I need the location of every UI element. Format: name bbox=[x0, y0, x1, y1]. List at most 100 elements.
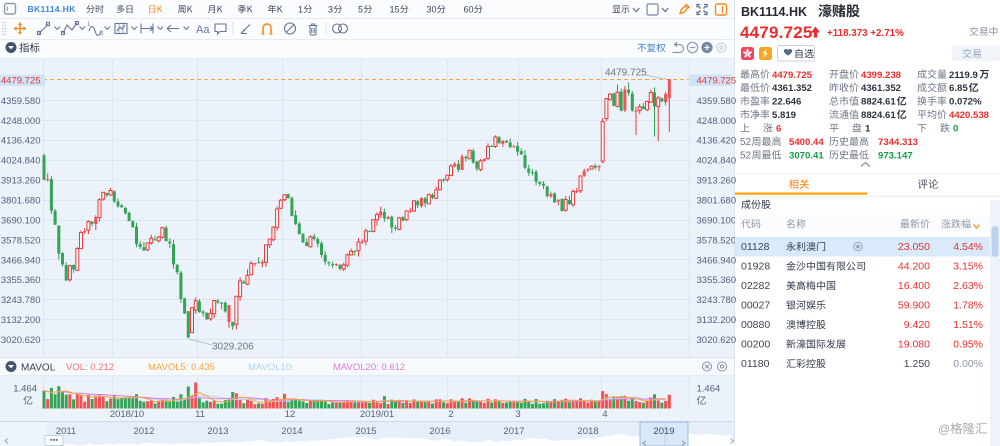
svg-text:4361.352: 4361.352 bbox=[861, 83, 901, 94]
svg-text:4479.725: 4479.725 bbox=[605, 68, 647, 79]
svg-text:4248.000: 4248.000 bbox=[697, 116, 737, 127]
svg-text:2018: 2018 bbox=[577, 426, 598, 437]
svg-text:2019: 2019 bbox=[653, 426, 674, 437]
svg-text:1.51%: 1.51% bbox=[953, 319, 983, 331]
svg-text:3020.620: 3020.620 bbox=[697, 335, 737, 346]
svg-text:9.420: 9.420 bbox=[904, 319, 930, 331]
svg-text:23.050: 23.050 bbox=[898, 241, 930, 253]
svg-text:3: 3 bbox=[100, 31, 104, 37]
svg-text:3070.41: 3070.41 bbox=[789, 151, 824, 162]
svg-text:MAVOL5: 0.435: MAVOL5: 0.435 bbox=[148, 362, 215, 373]
svg-text:4420.538: 4420.538 bbox=[949, 110, 990, 121]
svg-text:3.15%: 3.15% bbox=[953, 261, 983, 273]
svg-text:•••: ••• bbox=[50, 436, 59, 445]
svg-text:3913.260: 3913.260 bbox=[697, 176, 737, 187]
svg-text:4.54%: 4.54% bbox=[953, 241, 983, 253]
svg-text:52: 52 bbox=[740, 151, 752, 162]
svg-text:VOL: 0.212: VOL: 0.212 bbox=[66, 362, 114, 373]
svg-text:3466.940: 3466.940 bbox=[697, 255, 737, 266]
svg-text:3243.780: 3243.780 bbox=[697, 295, 737, 306]
svg-text:2015: 2015 bbox=[355, 426, 376, 437]
svg-text:3801.680: 3801.680 bbox=[697, 196, 737, 207]
svg-text:01928: 01928 bbox=[741, 261, 770, 273]
svg-text:12: 12 bbox=[285, 409, 296, 420]
svg-text:2.63%: 2.63% bbox=[953, 280, 983, 292]
svg-text:4024.840: 4024.840 bbox=[697, 156, 737, 167]
svg-text:3132.200: 3132.200 bbox=[697, 315, 737, 326]
svg-text:44.200: 44.200 bbox=[898, 261, 930, 273]
svg-text:2013: 2013 bbox=[207, 426, 228, 437]
svg-text:1.250: 1.250 bbox=[904, 358, 930, 370]
svg-text:0.95%: 0.95% bbox=[953, 339, 983, 351]
svg-text:1: 1 bbox=[87, 22, 91, 28]
svg-text:02282: 02282 bbox=[741, 280, 770, 292]
svg-text:MAVOL10:: MAVOL10: bbox=[248, 362, 294, 373]
svg-text:3243.780: 3243.780 bbox=[1, 295, 41, 306]
svg-text:BK1114.HK: BK1114.HK bbox=[28, 4, 77, 14]
svg-text:2016: 2016 bbox=[429, 426, 450, 437]
svg-text:3: 3 bbox=[328, 4, 333, 14]
svg-text:3466.940: 3466.940 bbox=[1, 255, 41, 266]
svg-text:1.464: 1.464 bbox=[697, 384, 721, 395]
svg-text:3: 3 bbox=[515, 409, 520, 420]
svg-text:1.464: 1.464 bbox=[13, 384, 37, 395]
svg-text:4359.580: 4359.580 bbox=[1, 96, 41, 107]
svg-text:4136.420: 4136.420 bbox=[1, 136, 41, 147]
svg-text:19.080: 19.080 bbox=[898, 339, 930, 351]
svg-text:3690.100: 3690.100 bbox=[1, 215, 41, 226]
svg-text:00027: 00027 bbox=[741, 300, 770, 312]
svg-text:4: 4 bbox=[602, 409, 607, 420]
svg-text:4024.840: 4024.840 bbox=[1, 156, 41, 167]
svg-text:1.78%: 1.78% bbox=[953, 300, 983, 312]
svg-text:1: 1 bbox=[865, 124, 871, 135]
svg-text:3029.206: 3029.206 bbox=[212, 342, 254, 353]
svg-text:4248.000: 4248.000 bbox=[1, 116, 41, 127]
svg-text:15: 15 bbox=[389, 4, 399, 14]
svg-text:4399.238: 4399.238 bbox=[861, 70, 902, 81]
svg-text:BK1114.HK: BK1114.HK bbox=[741, 5, 807, 19]
svg-text:01180: 01180 bbox=[741, 358, 770, 370]
svg-text:1: 1 bbox=[298, 4, 303, 14]
svg-text:5.819: 5.819 bbox=[772, 110, 796, 121]
svg-text:2011: 2011 bbox=[56, 426, 76, 437]
svg-text:8824.61: 8824.61 bbox=[861, 110, 896, 121]
svg-text:0.00%: 0.00% bbox=[953, 358, 983, 370]
svg-text:3020.620: 3020.620 bbox=[1, 335, 41, 346]
svg-text:MAVOL: MAVOL bbox=[21, 363, 56, 374]
svg-text:6.85: 6.85 bbox=[949, 83, 968, 94]
svg-text:3132.200: 3132.200 bbox=[1, 315, 41, 326]
svg-text:4136.420: 4136.420 bbox=[697, 136, 737, 147]
svg-text:6: 6 bbox=[776, 124, 781, 135]
svg-text:01128: 01128 bbox=[741, 241, 770, 253]
svg-text:MAVOL20: 0.612: MAVOL20: 0.612 bbox=[333, 362, 405, 373]
svg-text:3801.680: 3801.680 bbox=[1, 196, 41, 207]
svg-text:22.646: 22.646 bbox=[772, 97, 801, 108]
svg-text:4359.580: 4359.580 bbox=[697, 96, 737, 107]
svg-text:3913.260: 3913.260 bbox=[1, 176, 41, 187]
svg-text:00200: 00200 bbox=[741, 339, 770, 351]
svg-text:59.900: 59.900 bbox=[898, 300, 930, 312]
svg-text:3355.360: 3355.360 bbox=[697, 275, 737, 286]
svg-text:3355.360: 3355.360 bbox=[1, 275, 41, 286]
svg-text:Aa: Aa bbox=[196, 24, 210, 36]
svg-text:973.147: 973.147 bbox=[878, 151, 913, 162]
svg-text:16.400: 16.400 bbox=[898, 280, 930, 292]
svg-text:30: 30 bbox=[426, 4, 436, 14]
svg-text:4479.725: 4479.725 bbox=[772, 70, 813, 81]
svg-text:3578.520: 3578.520 bbox=[1, 235, 41, 246]
svg-text:+118.373 +2.71%: +118.373 +2.71% bbox=[827, 28, 904, 39]
svg-text:@: @ bbox=[938, 422, 950, 436]
svg-text:60: 60 bbox=[463, 4, 473, 14]
svg-text:4361.352: 4361.352 bbox=[772, 83, 812, 94]
svg-text:2017: 2017 bbox=[503, 426, 524, 437]
svg-text:4479.725: 4479.725 bbox=[740, 23, 813, 42]
svg-text:52: 52 bbox=[740, 137, 752, 148]
svg-text:7344.313: 7344.313 bbox=[878, 137, 918, 148]
svg-text:0: 0 bbox=[953, 124, 958, 135]
svg-text:2019/01: 2019/01 bbox=[360, 409, 394, 420]
svg-text:8824.61: 8824.61 bbox=[861, 97, 896, 108]
svg-text:2119.9: 2119.9 bbox=[949, 70, 978, 81]
svg-text:4479.725: 4479.725 bbox=[1, 76, 41, 87]
svg-text:5: 5 bbox=[358, 4, 363, 14]
svg-text:2018/10: 2018/10 bbox=[110, 409, 144, 420]
